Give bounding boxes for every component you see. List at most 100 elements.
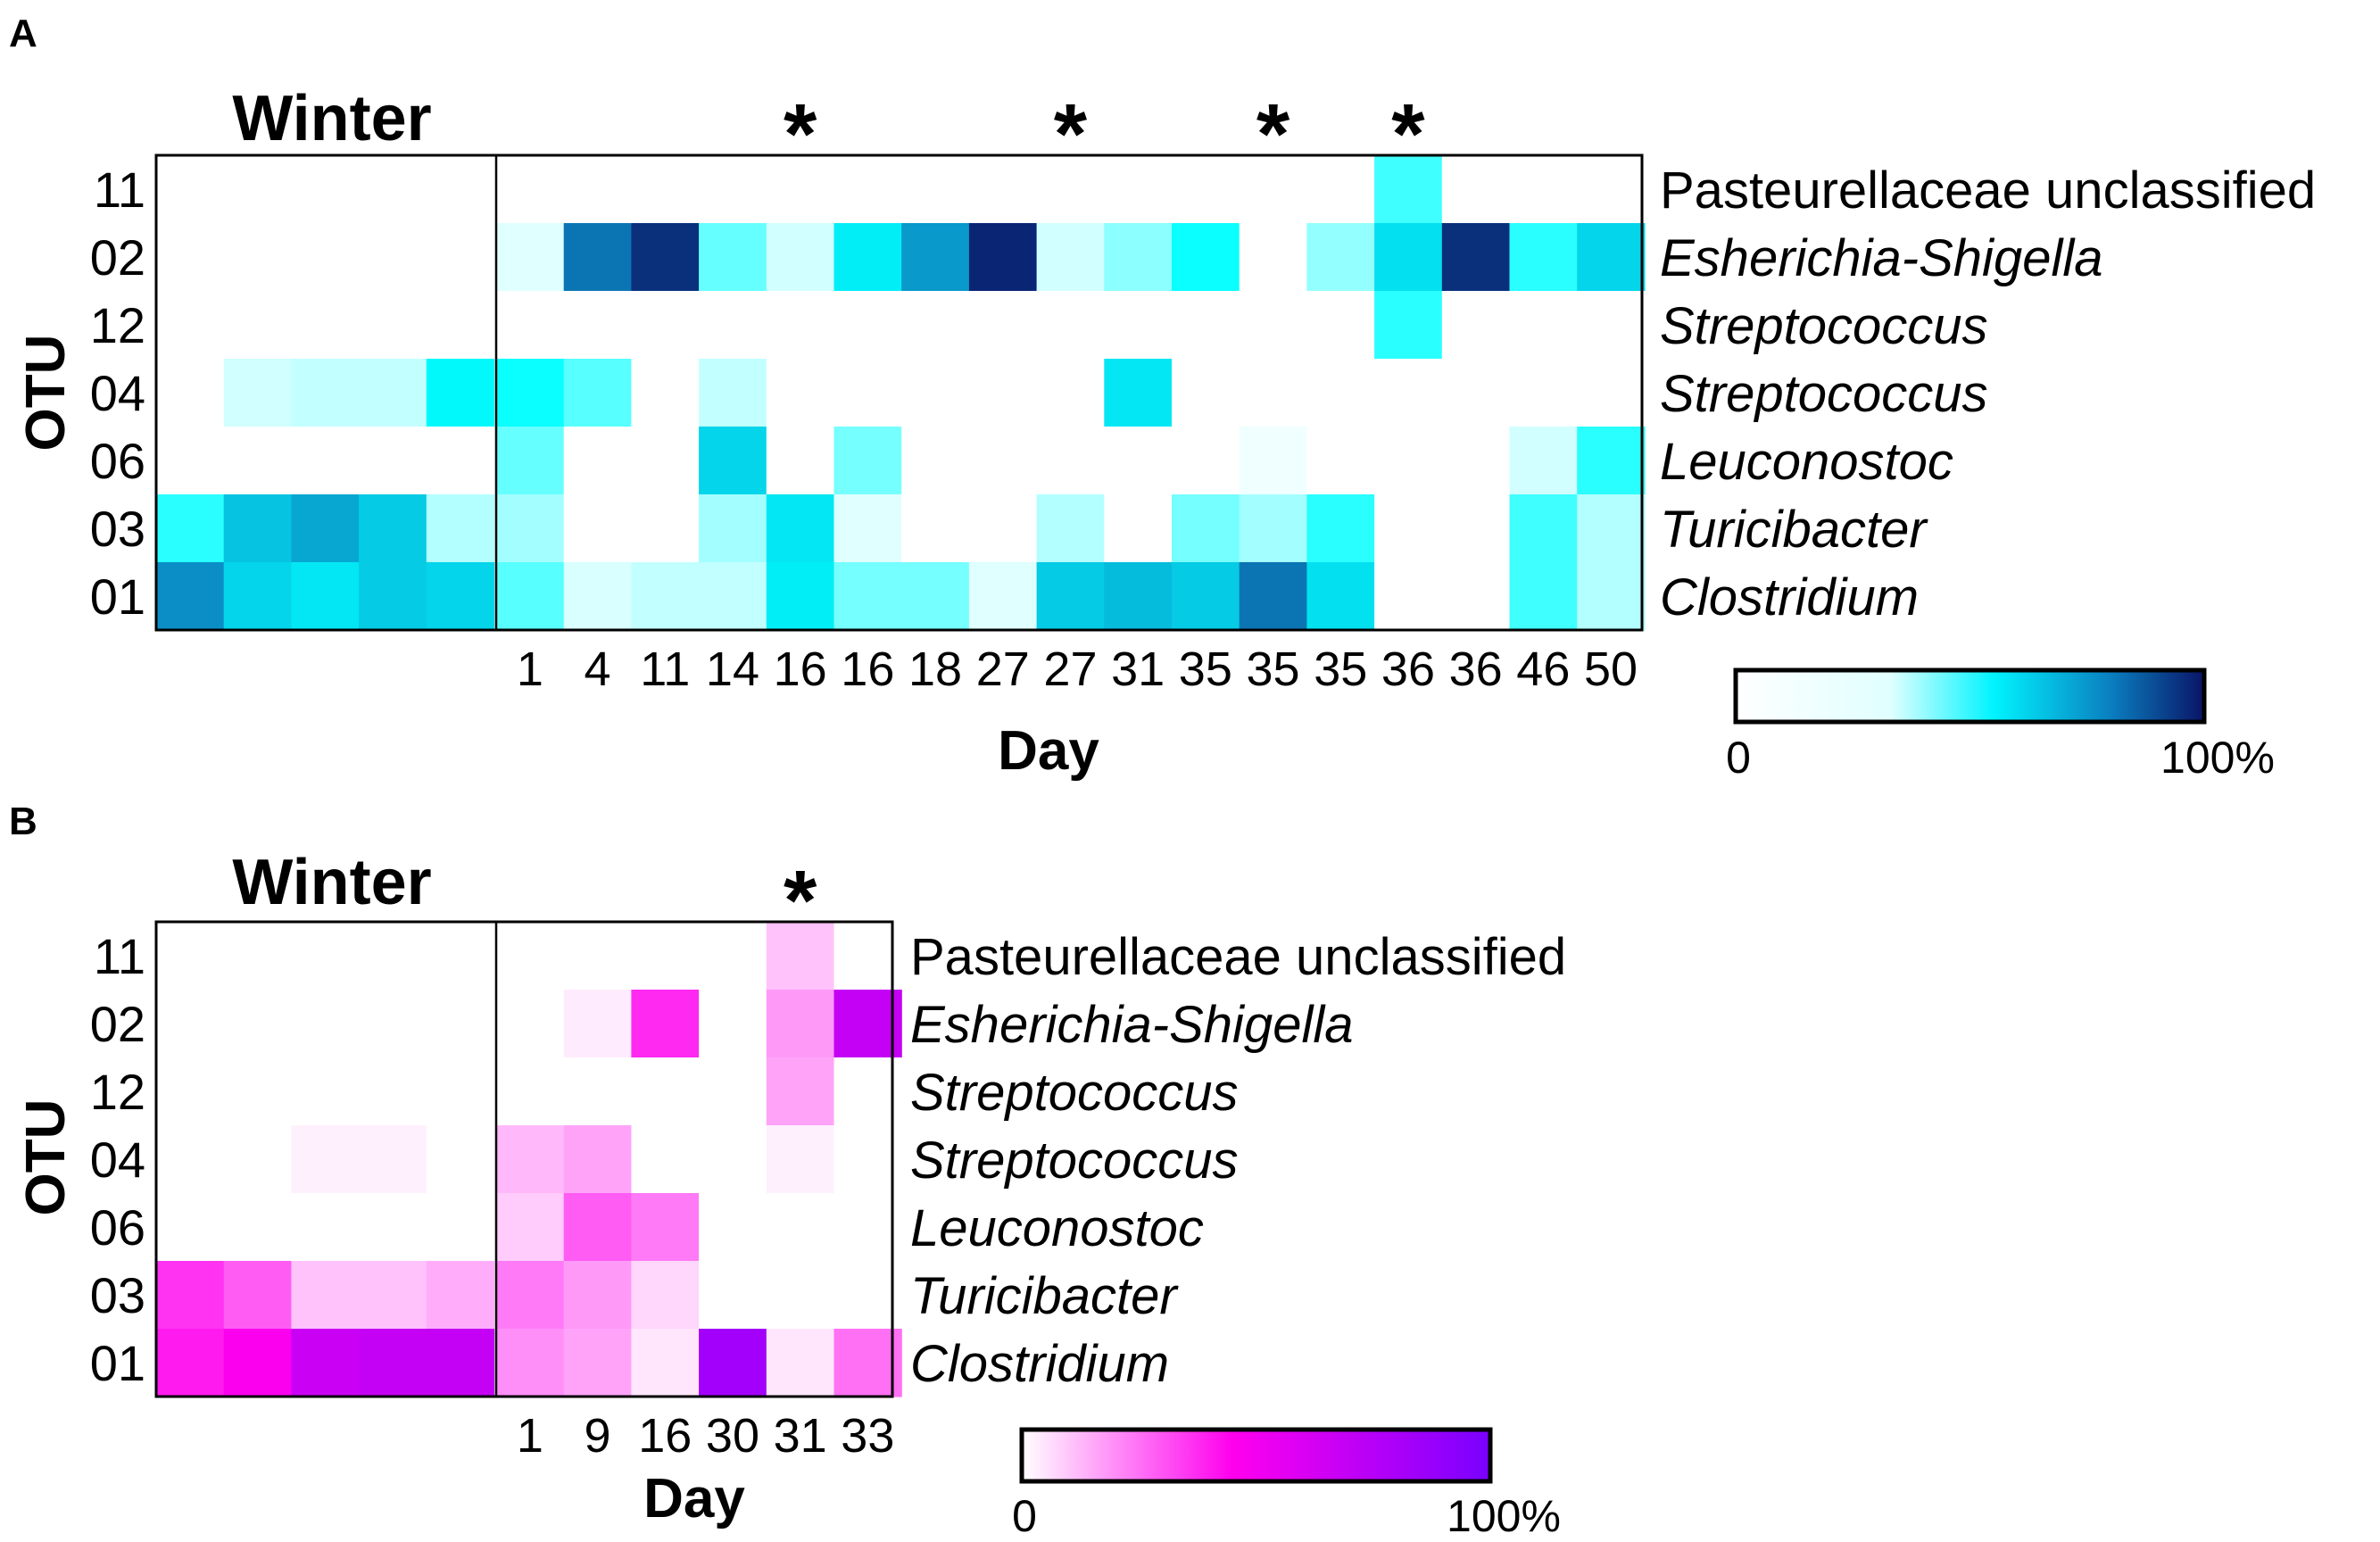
heatmap-cell [291,990,360,1058]
heatmap-cell [156,1057,225,1126]
heatmap-cell [1374,155,1443,224]
heatmap-cell [223,427,292,495]
heatmap-cell [563,155,632,224]
heatmap-cell [1239,427,1307,495]
heatmap-cell [426,359,495,427]
heatmap-cell [833,1125,902,1194]
heatmap-cell [426,1329,495,1397]
heatmap-cell [1441,359,1511,427]
heatmap-cell [968,494,1038,563]
heatmap-cell [426,922,495,991]
heatmap-cell [426,1193,495,1262]
day-tick-label: 36 [1449,642,1503,696]
heatmap-cell [156,494,225,563]
heatmap-cell [631,1329,700,1397]
heatmap-cell [1239,291,1307,360]
heatmap-cell [1104,427,1173,495]
taxon-label: Turicibacter [910,1267,1179,1325]
heatmap-frame [154,920,894,1398]
heatmap-cell [901,223,970,292]
heatmap-cell [699,494,767,563]
heatmap-cell [833,494,902,563]
heatmap-cell [1239,155,1307,224]
heatmap-cell [156,427,225,495]
taxon-label: Leuconostoc [910,1199,1204,1257]
heatmap-cell [631,291,700,360]
heatmap-cell [1441,562,1511,631]
heatmap-cell [631,562,700,631]
otu-tick-labels: 11 02 12 04 06 03 01 [90,162,145,625]
heatmap-cell [156,1329,225,1397]
heatmap-cell [766,562,835,631]
taxon-label: Clostridium [910,1335,1169,1393]
heatmap-cell [766,1193,835,1262]
otu-tick-label: 01 [90,568,145,625]
heatmap-cell [1374,427,1443,495]
day-tick-label: 27 [1043,642,1097,696]
heatmap-cell [496,359,565,427]
heatmap-cell [156,1193,225,1262]
heatmap-cell [833,359,902,427]
significance-markers: * * * * [784,87,1425,182]
day-tick-label: 9 [585,1409,611,1463]
heatmap-cell [496,494,565,563]
heatmap-cell [156,223,225,292]
heatmap-cell [699,922,767,991]
heatmap-cell [699,155,767,224]
heatmap-cell [631,359,700,427]
heatmap-cell [359,1329,427,1397]
heatmap-cell [1509,562,1578,631]
taxon-label: Clostridium [1660,568,1919,626]
heatmap-cell [766,1329,835,1397]
heatmap-cell [496,1329,565,1397]
day-tick-label: 18 [908,642,962,696]
heatmap-cell [901,562,970,631]
heatmap-cell [1172,291,1240,360]
heatmap-cell [563,1261,632,1330]
heatmap-cell [631,1125,700,1194]
significance-star: * [784,87,817,182]
taxon-labels: Pasteurellaceae unclassified Esherichia-S… [1660,162,2316,626]
otu-tick-label: 03 [90,1267,145,1323]
colorbar-gradient [1733,667,2207,725]
taxon-label: Streptococcus [910,1064,1239,1122]
heatmap-cell [223,494,292,563]
heatmap-cell [1104,562,1173,631]
heatmap-cell [1577,562,1646,631]
heatmap-cell [496,291,565,360]
heatmap-cell [223,990,292,1058]
taxon-label: Esherichia-Shigella [1660,229,2102,287]
heatmap-cell [766,223,835,292]
heatmap-cell [426,494,495,563]
day-tick-label: 27 [976,642,1030,696]
heatmap-cell [1509,155,1578,224]
heatmap-cell [359,922,427,991]
heatmap-cell [426,562,495,631]
heatmap-cell [223,922,292,991]
heatmap-cell [631,1261,700,1330]
heatmap-cell [1104,494,1173,563]
heatmap-cell [631,494,700,563]
season-label: Winter [232,83,431,154]
y-axis-title: OTU [15,1099,77,1216]
x-axis-title: Day [998,720,1099,782]
taxon-label: Pasteurellaceae unclassified [910,928,1566,986]
otu-tick-label: 11 [94,928,145,984]
day-tick-label: 4 [585,642,611,696]
otu-tick-label: 12 [90,297,145,353]
heatmap-cell [156,155,225,224]
heatmap-cell [1374,359,1443,427]
heatmap-cell [359,1193,427,1262]
panel-label: B [9,800,37,843]
heatmap-cell [496,223,565,292]
day-tick-label: 16 [638,1409,692,1463]
taxon-label: Pasteurellaceae unclassified [1660,162,2316,220]
otu-tick-label: 01 [90,1335,145,1391]
heatmap-cell [968,359,1038,427]
taxon-labels: Pasteurellaceae unclassified Esherichia-S… [910,928,1566,1393]
season-label: Winter [232,847,431,918]
day-tick-label: 33 [841,1409,894,1463]
heatmap-cell [223,359,292,427]
colorbar-max-label: 100% [2160,733,2275,783]
heatmap-cell [901,291,970,360]
